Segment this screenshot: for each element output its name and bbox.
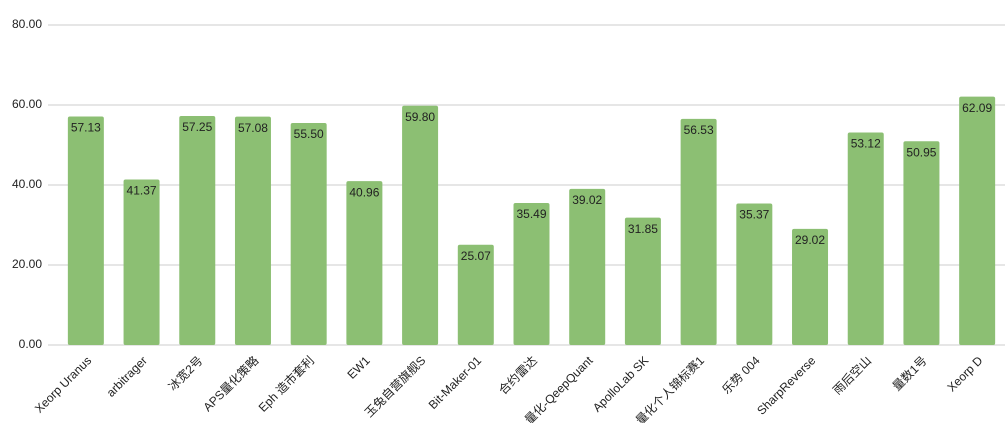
bar (959, 96, 996, 345)
value-label: 40.96 (349, 185, 379, 199)
value-label: 41.37 (127, 184, 157, 198)
bar (792, 228, 829, 345)
x-tick-label: 量数1号 (889, 353, 930, 394)
y-tick-label: 80.00 (12, 17, 42, 31)
x-tick-label: Eph 造市套利 (255, 353, 317, 415)
bar (290, 123, 327, 345)
x-tick-label: Xeorp Uranus (32, 353, 94, 415)
value-label: 31.85 (628, 222, 658, 236)
bar (513, 203, 550, 345)
x-tick-label: arbitrager (104, 353, 150, 399)
value-label: 57.08 (238, 121, 268, 135)
y-tick-label: 60.00 (12, 97, 42, 111)
value-label: 62.09 (962, 101, 992, 115)
y-tick-label: 20.00 (12, 257, 42, 271)
x-tick-label: SharpReverse (754, 353, 818, 417)
bar (903, 141, 940, 345)
bar (624, 217, 661, 345)
x-tick-label: 乐势 004 (719, 353, 763, 397)
value-label: 57.25 (182, 120, 212, 134)
x-tick-label: Xeorp D (944, 353, 985, 394)
value-label: 57.13 (71, 121, 101, 135)
bar (346, 181, 383, 345)
value-label: 25.07 (461, 249, 491, 263)
bar (736, 203, 773, 345)
x-tick-label: APS量化策略 (200, 353, 262, 415)
bar (569, 188, 606, 345)
x-tick-label: 冰宽2号 (165, 353, 206, 394)
y-tick-label: 0.00 (19, 337, 43, 351)
bar (67, 116, 104, 345)
bar (402, 105, 439, 345)
bar (234, 116, 271, 346)
value-label: 56.53 (684, 123, 714, 137)
x-tick-label: EW1 (344, 353, 373, 382)
value-label: 29.02 (795, 233, 825, 247)
value-label: 35.37 (739, 208, 769, 222)
x-tick-label: 合约雷达 (495, 353, 540, 398)
bar (123, 179, 160, 345)
bar (847, 132, 884, 345)
value-label: 35.49 (516, 207, 546, 221)
value-label: 50.95 (906, 145, 936, 159)
value-label: 55.50 (294, 127, 324, 141)
x-tick-label: 雨后空山 (830, 353, 874, 397)
bar (680, 118, 717, 345)
value-label: 53.12 (851, 137, 881, 151)
x-tick-label: ApolloLab SK (590, 353, 651, 414)
y-tick-label: 40.00 (12, 177, 42, 191)
value-label: 59.80 (405, 110, 435, 124)
value-label: 39.02 (572, 193, 602, 207)
x-tick-label: Bit-Maker-01 (426, 353, 485, 412)
bar (179, 116, 216, 345)
bar (457, 244, 494, 345)
